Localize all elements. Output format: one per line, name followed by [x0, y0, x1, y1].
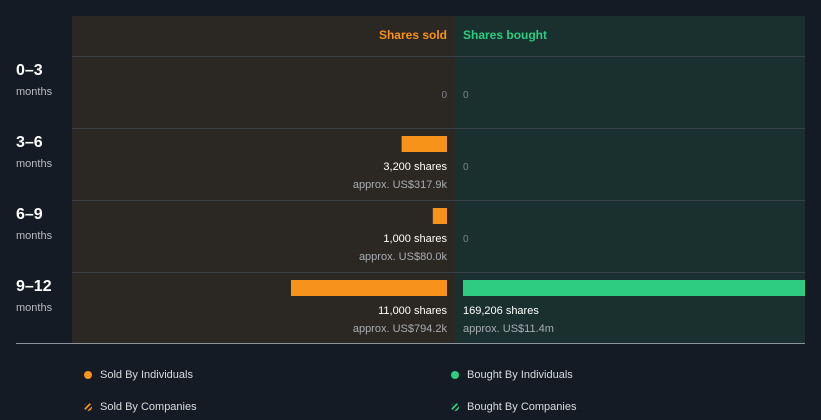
sold-bar [290, 280, 447, 296]
bought-zero-label: 0 [463, 234, 469, 245]
period-label: 6–9 months [16, 206, 52, 242]
bought-header: Shares bought [463, 28, 547, 42]
bought-zero-label: 0 [463, 162, 469, 173]
sold-shares-label: 11,000 shares [378, 305, 447, 317]
bought-shares-label: 169,206 shares [463, 305, 539, 317]
legend-label: Sold By Companies [100, 401, 197, 413]
sold-shares-label: 3,200 shares [383, 161, 447, 173]
period-range: 0–3 [16, 62, 43, 79]
sold-bar [432, 208, 447, 224]
legend-dot-icon [84, 371, 92, 379]
period-range: 6–9 [16, 206, 43, 223]
sold-approx-label: approx. US$317.9k [353, 179, 448, 191]
legend-item: Sold By Companies [84, 401, 197, 413]
bought-approx-label: approx. US$11.4m [463, 323, 554, 335]
legend-item: Bought By Individuals [451, 369, 573, 381]
legend-label: Bought By Individuals [467, 369, 573, 381]
sold-zero-label: 0 [441, 90, 447, 101]
period-label: 0–3 months [16, 62, 52, 98]
sold-shares-label: 1,000 shares [383, 233, 447, 245]
sold-approx-label: approx. US$794.2k [353, 323, 448, 335]
period-label: 9–12 months [16, 278, 52, 314]
period-unit: months [16, 230, 53, 242]
legend-item: Bought By Companies [451, 401, 576, 413]
sold-approx-label: approx. US$80.0k [359, 251, 448, 263]
legend-hatch-icon [451, 403, 459, 411]
period-unit: months [16, 158, 53, 170]
period-range: 9–12 [16, 278, 52, 295]
legend-hatch-icon [84, 403, 92, 411]
sold-bar [401, 136, 447, 152]
sold-header: Shares sold [379, 28, 447, 42]
period-range: 3–6 [16, 134, 43, 151]
bought-bar [463, 280, 805, 296]
legend-label: Sold By Individuals [100, 369, 193, 381]
period-unit: months [16, 86, 53, 98]
period-label: 3–6 months [16, 134, 52, 170]
legend-dot-icon [451, 371, 459, 379]
bought-zero-label: 0 [463, 90, 469, 101]
legend-label: Bought By Companies [467, 401, 577, 413]
period-unit: months [16, 302, 53, 314]
legend-item: Sold By Individuals [84, 369, 193, 381]
